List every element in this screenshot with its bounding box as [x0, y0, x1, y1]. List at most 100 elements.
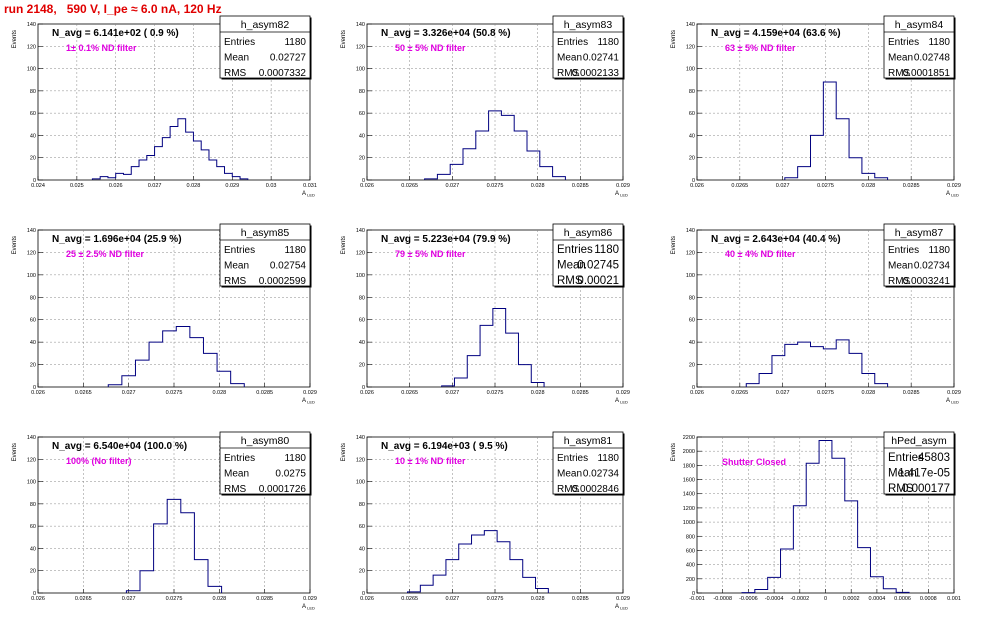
y-tick-label: 100: [686, 273, 695, 279]
stat-label: Mean: [557, 469, 582, 480]
stat-label: Mean: [888, 261, 913, 272]
n-avg-label: N_avg = 5.223e+04 (79.9 %): [381, 234, 511, 245]
histogram-name: h_asym81: [564, 435, 613, 447]
x-tick-label: 0.029: [616, 183, 630, 189]
x-tick-label: 0.0275: [487, 183, 504, 189]
y-tick-label: 80: [30, 295, 36, 301]
x-tick-label: 0.027: [445, 183, 459, 189]
x-tick-label: 0.029: [225, 183, 239, 189]
x-axis-label: A LED: [302, 398, 315, 405]
y-tick-label: 140: [686, 22, 695, 28]
stat-value: 0.0001726: [259, 484, 307, 495]
histogram-series: [125, 498, 223, 593]
x-tick-label: 0.0265: [401, 183, 418, 189]
panel-h_asym86: 0.026 0.0265 0.027 0.0275 0.028 0.0285 0.029 0 2…: [341, 223, 630, 405]
x-tick-label: 0.029: [947, 390, 961, 396]
x-tick-label: -0.0006: [739, 596, 758, 602]
stat-label: Mean: [888, 53, 913, 64]
y-tick-label: 60: [30, 524, 36, 530]
stat-value: 0.0003241: [903, 276, 951, 287]
x-tick-label: 0.027: [122, 596, 136, 602]
x-tick-label: -0.0008: [713, 596, 732, 602]
y-tick-label: 80: [359, 89, 365, 95]
y-tick-label: 20: [359, 569, 365, 575]
stat-value: 0.0002846: [572, 484, 620, 495]
y-tick-label: 140: [356, 22, 365, 28]
stat-value: 1180: [597, 453, 619, 464]
stat-label: Mean: [224, 469, 249, 480]
y-tick-label: 100: [686, 67, 695, 73]
y-tick-label: 0: [33, 178, 36, 184]
x-tick-label: 0.03: [266, 183, 277, 189]
stats-box-frame: [552, 223, 624, 287]
y-tick-label: 0: [692, 178, 695, 184]
x-tick-label: 0.026: [31, 390, 45, 396]
x-tick-label: 0.026: [31, 596, 45, 602]
x-axis-label: A LED: [946, 191, 959, 198]
y-tick-label: 40: [359, 340, 365, 346]
x-tick-label: 0.028: [212, 390, 226, 396]
x-tick-label: 0.026: [109, 183, 123, 189]
y-tick-label: 100: [356, 273, 365, 279]
stats-box: h_asym85 Entries 1180 Mean 0.02754 RMS 0.00025…: [219, 223, 312, 288]
x-tick-label: 0: [824, 596, 827, 602]
x-tick-label: 0.0275: [166, 596, 183, 602]
n-avg-label: N_avg = 2.643e+04 (40.4 %): [711, 234, 841, 245]
filter-annotation: 25 ± 2.5% ND filter: [66, 249, 144, 259]
y-tick-label: 40: [359, 133, 365, 139]
x-tick-label: 0.0265: [731, 390, 748, 396]
x-tick-label: 0.0275: [817, 390, 834, 396]
x-tick-label: 0.0275: [487, 390, 504, 396]
stats-box-frame: [219, 223, 311, 287]
filter-annotation: Shutter Closed: [722, 457, 786, 467]
x-tick-label: 0.027: [445, 390, 459, 396]
stat-value: 1180: [284, 37, 306, 48]
x-tick-label: 0.028: [531, 596, 545, 602]
stat-value: 1180: [928, 37, 950, 48]
x-axis-label: A LED: [302, 191, 315, 198]
histogram-series: [441, 308, 545, 387]
y-tick-label: 120: [27, 250, 36, 256]
y-axis-label: Events: [341, 236, 347, 254]
x-axis-label: A LED: [946, 398, 959, 405]
stat-value: 1180: [284, 453, 306, 464]
stat-label: RMS: [888, 276, 911, 287]
y-tick-label: 40: [30, 133, 36, 139]
y-tick-label: 0: [362, 385, 365, 391]
x-tick-label: 0.027: [445, 596, 459, 602]
histogram-name: h_asym82: [241, 19, 290, 31]
filter-annotation: 79 ± 5% ND filter: [395, 249, 466, 259]
x-tick-label: 0.0004: [868, 596, 885, 602]
stat-label: Entries: [888, 37, 919, 48]
filter-annotation: 50 ± 5% ND filter: [395, 43, 466, 53]
stat-label: Mean: [224, 261, 249, 272]
y-tick-label: 120: [356, 250, 365, 256]
y-tick-label: 100: [27, 67, 36, 73]
stat-value: 0.0002133: [572, 68, 620, 79]
stat-label: Entries: [557, 244, 593, 256]
panel-h_asym83: 0.026 0.0265 0.027 0.0275 0.028 0.0285 0.029 0 2…: [341, 15, 630, 198]
stat-value: 0.02734: [583, 469, 620, 480]
stat-value: 0.0275: [275, 469, 306, 480]
histogram-series: [407, 530, 549, 593]
stat-value: 1180: [597, 37, 619, 48]
x-tick-label: 0.025: [70, 183, 84, 189]
x-axis-label: A LED: [302, 604, 315, 611]
y-tick-label: 40: [30, 340, 36, 346]
x-tick-label: 0.0265: [401, 596, 418, 602]
y-tick-label: 0: [362, 178, 365, 184]
y-tick-label: 120: [27, 457, 36, 463]
x-tick-label: 0.029: [303, 596, 317, 602]
x-tick-label: 0.029: [616, 390, 630, 396]
y-tick-label: 100: [356, 67, 365, 73]
y-tick-label: 140: [27, 435, 36, 441]
x-tick-label: 0.026: [360, 390, 374, 396]
x-tick-label: 0.0275: [487, 596, 504, 602]
stat-label: Entries: [557, 37, 588, 48]
y-axis-label: Events: [671, 443, 677, 461]
y-tick-label: 120: [356, 44, 365, 50]
x-tick-label: 0.0265: [75, 596, 92, 602]
stat-value: 0.02727: [270, 53, 307, 64]
y-tick-label: 20: [359, 156, 365, 162]
x-tick-label: 0.031: [303, 183, 317, 189]
